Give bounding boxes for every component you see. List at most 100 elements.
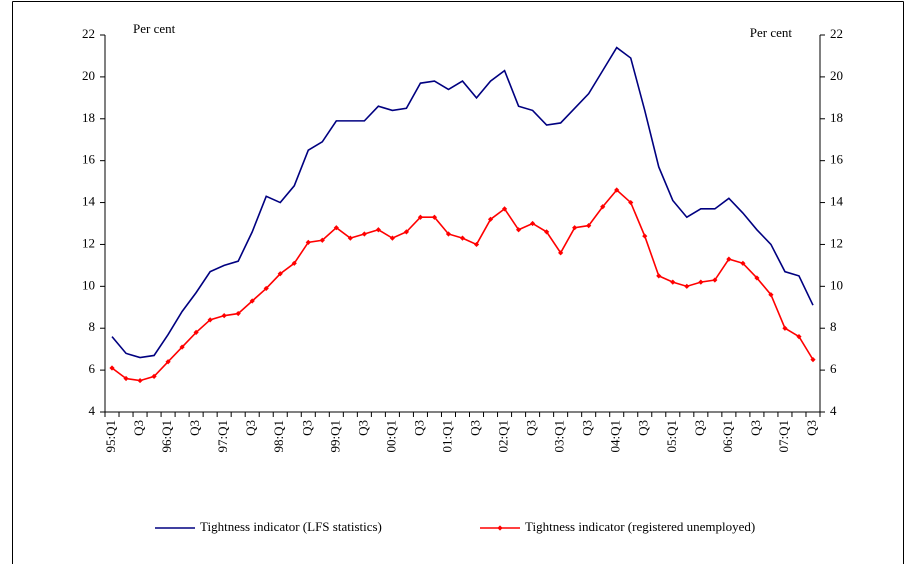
point-marker — [529, 220, 536, 227]
x-tick-label: 00:Q1 — [383, 420, 398, 453]
x-tick-label: Q3 — [692, 420, 707, 436]
point-marker — [614, 187, 620, 193]
point-marker — [810, 357, 816, 363]
x-tick-label: 07:Q1 — [776, 420, 791, 453]
x-tick-label: 06:Q1 — [720, 420, 735, 453]
y2-tick-label: 14 — [830, 194, 844, 209]
point-marker — [642, 233, 648, 239]
y2-tick-label: 22 — [830, 26, 843, 41]
x-tick-label: Q3 — [748, 420, 763, 436]
point-marker — [670, 279, 676, 285]
point-marker — [740, 260, 746, 266]
point-marker — [656, 273, 662, 279]
point-marker — [726, 256, 732, 262]
point-marker — [768, 292, 774, 298]
point-marker — [375, 227, 381, 233]
y-tick-label: 8 — [89, 319, 96, 334]
point-marker — [347, 235, 353, 241]
point-marker — [417, 214, 424, 220]
series-line — [111, 46, 814, 359]
x-tick-label: Q3 — [131, 420, 146, 436]
point-marker — [109, 365, 115, 371]
y2-tick-label: 8 — [830, 319, 837, 334]
y2-tick-label: 4 — [830, 403, 837, 418]
point-marker — [544, 229, 550, 235]
x-tick-label: 03:Q1 — [552, 420, 567, 453]
y2-tick-label: 6 — [830, 361, 837, 376]
x-tick-label: 04:Q1 — [608, 420, 623, 453]
x-tick-label: Q3 — [636, 420, 651, 436]
point-marker — [473, 241, 480, 248]
point-marker — [628, 199, 634, 206]
x-tick-label: 02:Q1 — [496, 420, 511, 453]
point-marker — [235, 310, 241, 317]
point-marker — [305, 239, 311, 245]
point-marker — [179, 344, 185, 350]
x-tick-label: Q3 — [187, 420, 202, 436]
point-marker — [319, 237, 325, 243]
point-marker — [333, 225, 339, 231]
x-tick-label: Q3 — [524, 420, 539, 436]
y2-tick-label: 12 — [830, 235, 843, 250]
point-marker — [277, 271, 283, 277]
point-marker — [600, 204, 606, 210]
point-marker — [487, 216, 494, 222]
y2-tick-label: 20 — [830, 68, 843, 83]
y-tick-label: 10 — [82, 277, 95, 292]
point-marker — [515, 227, 522, 233]
point-marker — [193, 329, 199, 336]
point-marker — [263, 285, 269, 292]
x-tick-label: Q3 — [243, 420, 258, 436]
x-tick-label: 96:Q1 — [159, 420, 174, 453]
point-marker — [754, 275, 760, 281]
point-marker — [572, 225, 578, 231]
x-tick-label: Q3 — [411, 420, 426, 436]
x-tick-label: 01:Q1 — [439, 420, 454, 453]
x-tick-label: 05:Q1 — [664, 420, 679, 453]
point-marker — [445, 231, 452, 237]
y-tick-label: 14 — [82, 194, 96, 209]
y2-tick-label: 10 — [830, 277, 843, 292]
x-tick-label: 99:Q1 — [327, 420, 342, 453]
x-tick-label: Q3 — [580, 420, 595, 436]
y-tick-label: 12 — [82, 235, 95, 250]
x-tick-label: Q3 — [299, 420, 314, 436]
x-tick-label: Q3 — [468, 420, 483, 436]
point-marker — [123, 375, 129, 382]
point-marker — [558, 250, 564, 256]
legend-marker — [497, 525, 503, 531]
x-tick-label: 98:Q1 — [271, 420, 286, 453]
legend-label: Tightness indicator (registered unemploy… — [525, 519, 755, 534]
y-tick-label: 18 — [82, 110, 95, 125]
point-marker — [586, 222, 592, 229]
point-marker — [361, 231, 367, 237]
point-marker — [501, 206, 508, 212]
point-marker — [796, 334, 802, 340]
point-marker — [249, 298, 255, 304]
y2-tick-label: 18 — [830, 110, 843, 125]
y2-axis-label: Per cent — [750, 25, 793, 40]
point-marker — [165, 359, 171, 365]
y-tick-label: 6 — [89, 361, 96, 376]
y-tick-label: 22 — [82, 26, 95, 41]
point-marker — [207, 317, 213, 323]
point-marker — [221, 313, 227, 319]
series-line — [111, 188, 814, 382]
point-marker — [389, 235, 396, 241]
point-marker — [137, 377, 143, 384]
y2-tick-label: 16 — [830, 152, 844, 167]
y-tick-label: 20 — [82, 68, 95, 83]
point-marker — [684, 283, 690, 289]
point-marker — [712, 277, 718, 283]
y-tick-label: 4 — [89, 403, 96, 418]
point-marker — [782, 325, 788, 331]
legend-label: Tightness indicator (LFS statistics) — [200, 519, 382, 534]
point-marker — [698, 279, 704, 285]
y-axis-label: Per cent — [133, 21, 176, 36]
point-marker — [431, 214, 438, 220]
point-marker — [151, 373, 157, 379]
x-tick-label: Q3 — [355, 420, 370, 436]
x-tick-label: Q3 — [804, 420, 819, 436]
point-marker — [403, 229, 410, 235]
